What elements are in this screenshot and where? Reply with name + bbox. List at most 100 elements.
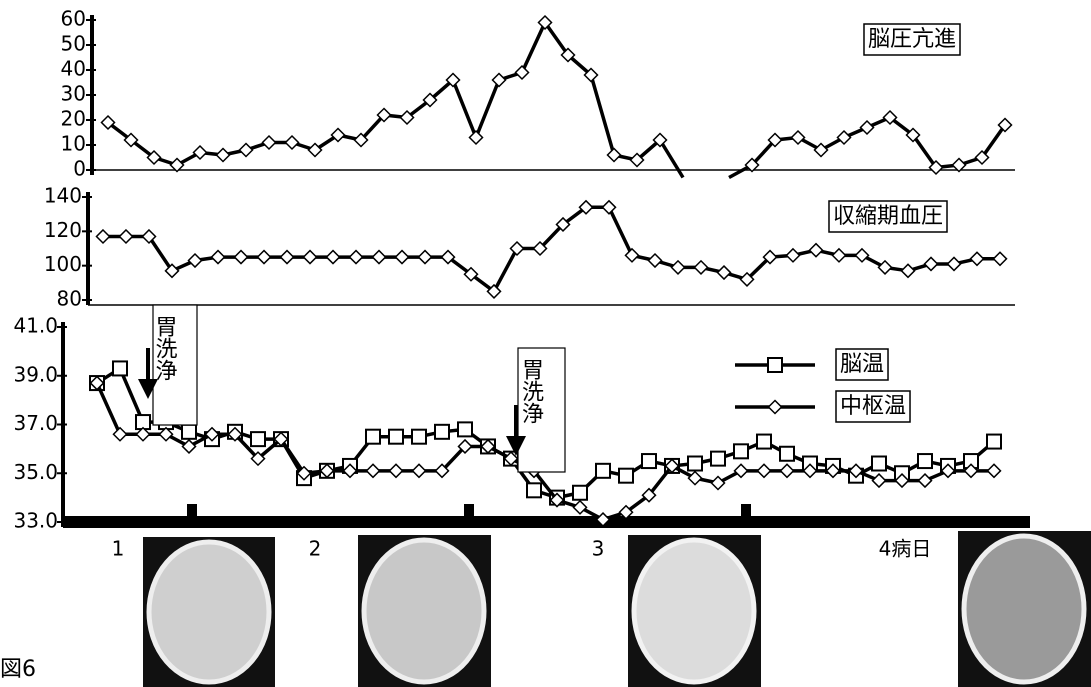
diamond-marker bbox=[689, 472, 702, 485]
diamond-marker bbox=[919, 474, 932, 487]
y-tick-label: 30 bbox=[61, 82, 86, 106]
y-tick-label: 100 bbox=[44, 252, 82, 276]
diamond-marker bbox=[603, 201, 616, 214]
diamond-marker bbox=[470, 131, 483, 144]
diamond-marker bbox=[988, 464, 1001, 477]
square-marker bbox=[366, 430, 380, 444]
diamond-marker bbox=[994, 252, 1007, 265]
diamond-marker bbox=[649, 254, 662, 267]
square-marker bbox=[412, 430, 426, 444]
y-tick-label: 35.0 bbox=[13, 460, 58, 484]
square-marker bbox=[918, 454, 932, 468]
diamond-marker bbox=[781, 464, 794, 477]
square-marker bbox=[987, 435, 1001, 449]
diamond-marker bbox=[263, 136, 276, 149]
diamond-marker bbox=[258, 251, 271, 264]
square-marker bbox=[458, 422, 472, 436]
diamond-marker bbox=[413, 464, 426, 477]
diamond-marker bbox=[235, 251, 248, 264]
diamond-marker bbox=[856, 249, 869, 262]
diamond-marker bbox=[815, 144, 828, 157]
diamond-marker bbox=[189, 254, 202, 267]
legend-label: 脳温 bbox=[840, 352, 884, 377]
diamond-marker bbox=[879, 261, 892, 274]
day-label: 4病日 bbox=[879, 537, 932, 561]
diamond-marker bbox=[712, 477, 725, 490]
diamond-marker bbox=[758, 464, 771, 477]
diamond-marker bbox=[304, 251, 317, 264]
diamond-marker bbox=[286, 136, 299, 149]
ct-scan bbox=[964, 536, 1084, 682]
panel-title: 脳圧亢進 bbox=[868, 27, 956, 52]
square-marker bbox=[757, 435, 771, 449]
day-label: 1 bbox=[112, 537, 125, 561]
diamond-marker bbox=[787, 249, 800, 262]
figure: 図6 0102030405060脳圧亢進80100120140収縮期血圧33.0… bbox=[0, 0, 1091, 687]
square-marker bbox=[780, 447, 794, 461]
y-tick-label: 40 bbox=[61, 57, 86, 81]
diamond-marker bbox=[608, 149, 621, 162]
day-tick bbox=[464, 504, 474, 516]
legend-marker bbox=[769, 401, 782, 414]
y-tick-label: 80 bbox=[57, 287, 82, 311]
square-marker bbox=[596, 464, 610, 478]
y-tick-label: 120 bbox=[44, 218, 82, 242]
square-marker bbox=[734, 444, 748, 458]
square-marker bbox=[619, 469, 633, 483]
y-tick-label: 37.0 bbox=[13, 411, 58, 435]
diamond-marker bbox=[373, 251, 386, 264]
diamond-marker bbox=[861, 121, 874, 134]
ct-scan bbox=[149, 542, 269, 682]
diamond-marker bbox=[350, 251, 363, 264]
diamond-marker bbox=[626, 249, 639, 262]
square-marker bbox=[389, 430, 403, 444]
diamond-marker bbox=[327, 251, 340, 264]
y-tick-label: 20 bbox=[61, 107, 86, 131]
diamond-marker bbox=[390, 464, 403, 477]
legend-label: 中枢温 bbox=[840, 394, 906, 419]
day-tick bbox=[741, 504, 751, 516]
diamond-marker bbox=[672, 261, 685, 274]
square-marker bbox=[435, 425, 449, 439]
page: 図6 0102030405060脳圧亢進80100120140収縮期血圧33.0… bbox=[0, 0, 1091, 687]
day-label: 2 bbox=[309, 537, 322, 561]
diamond-marker bbox=[925, 257, 938, 270]
y-tick-label: 140 bbox=[44, 184, 82, 208]
diamond-marker bbox=[735, 464, 748, 477]
y-tick-label: 33.0 bbox=[13, 509, 58, 533]
diamond-marker bbox=[120, 230, 133, 243]
panel-title: 収縮期血圧 bbox=[833, 204, 943, 229]
square-marker bbox=[251, 432, 265, 446]
diamond-marker bbox=[695, 261, 708, 274]
diamond-marker bbox=[240, 144, 253, 157]
square-marker bbox=[527, 483, 541, 497]
square-marker bbox=[872, 457, 886, 471]
diamond-marker bbox=[281, 251, 294, 264]
square-marker bbox=[182, 425, 196, 439]
diamond-marker bbox=[948, 257, 961, 270]
diamond-marker bbox=[493, 74, 506, 87]
diamond-marker bbox=[194, 146, 207, 159]
diamond-marker bbox=[183, 440, 196, 453]
legend-marker bbox=[768, 358, 782, 372]
annotation: 胃洗浄 bbox=[518, 358, 544, 424]
y-tick-label: 0 bbox=[73, 157, 86, 181]
day-label: 3 bbox=[592, 537, 605, 561]
square-marker bbox=[688, 457, 702, 471]
diamond-marker bbox=[971, 252, 984, 265]
ct-scan bbox=[634, 540, 754, 682]
diamond-marker bbox=[792, 131, 805, 144]
y-tick-label: 39.0 bbox=[13, 362, 58, 386]
diamond-marker bbox=[810, 244, 823, 257]
square-marker bbox=[573, 486, 587, 500]
ct-scan bbox=[364, 540, 484, 682]
square-marker bbox=[113, 361, 127, 375]
diamond-marker bbox=[367, 464, 380, 477]
diamond-marker bbox=[217, 149, 230, 162]
diamond-marker bbox=[419, 251, 432, 264]
diamond-marker bbox=[902, 264, 915, 277]
diamond-marker bbox=[97, 230, 110, 243]
y-tick-label: 50 bbox=[61, 32, 86, 56]
diamond-marker bbox=[833, 249, 846, 262]
diamond-marker bbox=[511, 242, 524, 255]
